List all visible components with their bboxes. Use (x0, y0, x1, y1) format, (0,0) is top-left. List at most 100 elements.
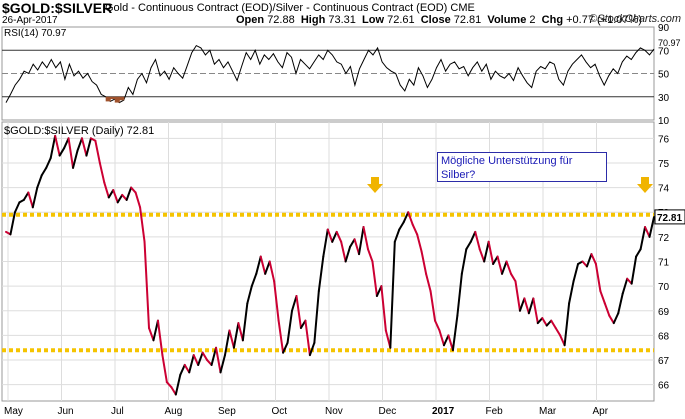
rsi-tick-label: 50 (658, 70, 670, 81)
price-segment (54, 134, 61, 157)
open-label: Open (236, 14, 265, 26)
price-tick-label: 71 (658, 258, 670, 269)
price-segment (36, 174, 43, 189)
price-segment (116, 193, 124, 204)
price-segment (487, 240, 495, 265)
price-segment (438, 329, 445, 347)
chart-date: 26-Apr-2017 (2, 15, 58, 26)
x-axis: May Jun Jul Aug Sep Oct Nov Dec 2017 Feb Mar Apr (4, 406, 609, 417)
price-tick-label: 74 (658, 184, 670, 195)
price-segment (246, 285, 253, 305)
chart-description: Gold - Continuous Contract (EOD)/Silver … (105, 2, 475, 14)
rsi-oversold-fill (119, 96, 125, 101)
down-arrow-marker (637, 177, 653, 193)
price-segment (286, 309, 294, 344)
low-value: 72.61 (387, 14, 415, 26)
price-segment (469, 230, 477, 243)
price-segment (425, 272, 432, 293)
price-segment (478, 248, 486, 263)
price-tick-label: 68 (658, 331, 670, 342)
price-segment (389, 240, 396, 349)
price-tick-label: 72 (658, 233, 670, 244)
price-segment (420, 250, 428, 275)
price-segment (523, 297, 530, 315)
price-segment (179, 363, 186, 376)
price-segment (188, 354, 195, 374)
close-value: 72.81 (453, 14, 482, 26)
price-segment (380, 285, 387, 332)
price-segment (85, 137, 92, 157)
price-segment (509, 272, 517, 283)
x-tick-label: Sep (218, 406, 236, 417)
price-segment (545, 319, 553, 327)
price-segment (112, 189, 119, 204)
x-tick-label: Apr (593, 406, 609, 417)
rsi-tick-label: 10 (658, 116, 670, 127)
price-segment (608, 314, 615, 325)
price-segment (304, 319, 311, 357)
price-segment (152, 319, 159, 342)
price-segment (201, 351, 209, 362)
x-tick-label: Dec (379, 406, 397, 417)
rsi-oversold-fill (105, 96, 111, 102)
stockcharts-logo: ©StockCharts.com (589, 13, 681, 25)
price-segment (268, 260, 276, 283)
price-segment (156, 319, 164, 357)
price-segment (492, 255, 499, 265)
price-segment (250, 272, 258, 288)
high-value: 73.31 (328, 14, 356, 26)
price-segment (223, 329, 231, 357)
rsi-tick-label: 30 (658, 93, 670, 104)
x-tick-label: Jul (111, 406, 124, 417)
price-segment (474, 230, 481, 251)
price-segment (27, 191, 34, 209)
price-tick-label: 75 (658, 159, 670, 170)
price-segment (358, 226, 365, 256)
support-annotation: Mögliche Unterstützung für Silber? (437, 152, 607, 182)
price-segment (331, 230, 338, 243)
price-segment (308, 341, 316, 357)
volume-label: Volume (487, 14, 527, 26)
price-segment (80, 137, 88, 157)
ohlc-readout: Open 72.88 High 73.31 Low 72.61 Close 72… (236, 14, 642, 26)
price-segment (94, 139, 101, 164)
price-segment (416, 233, 423, 253)
price-segment (585, 253, 593, 268)
price-segment (103, 181, 110, 199)
price-segment (594, 262, 602, 293)
price-segment (496, 255, 504, 275)
price-segment (402, 211, 410, 224)
price-segment (617, 292, 624, 315)
price-segment (335, 230, 343, 243)
price-segment (572, 262, 580, 283)
price-segment (635, 248, 642, 258)
rsi-oversold-fill (114, 96, 120, 103)
price-segment (197, 351, 204, 366)
price-segment (541, 317, 548, 327)
price-segment (295, 294, 302, 330)
x-tick-label: Feb (486, 406, 504, 417)
volume-value: 2 (529, 14, 536, 26)
price-segment (241, 302, 249, 342)
close-label: Close (420, 14, 451, 26)
price-segment (442, 334, 450, 347)
price-segment (58, 147, 66, 157)
price-segment (527, 297, 535, 315)
price-segment (255, 255, 262, 275)
x-tick-label: Mar (539, 406, 557, 417)
price-segment (532, 297, 539, 325)
price-segment (568, 280, 575, 305)
price-segment (630, 255, 638, 285)
price-segment (273, 280, 280, 322)
price-segment (514, 280, 521, 312)
price-segment (447, 334, 454, 352)
price-segment (317, 255, 325, 293)
rsi-title: RSI(14) 70.97 (4, 28, 67, 39)
rsi-tick-label: 70 (658, 46, 670, 57)
price-segment (554, 327, 562, 337)
rsi-last-value: 70.97 (658, 38, 681, 48)
price-segment (161, 354, 168, 384)
price-segment (49, 134, 57, 160)
price-segment (13, 201, 21, 214)
price-segment (648, 216, 655, 238)
